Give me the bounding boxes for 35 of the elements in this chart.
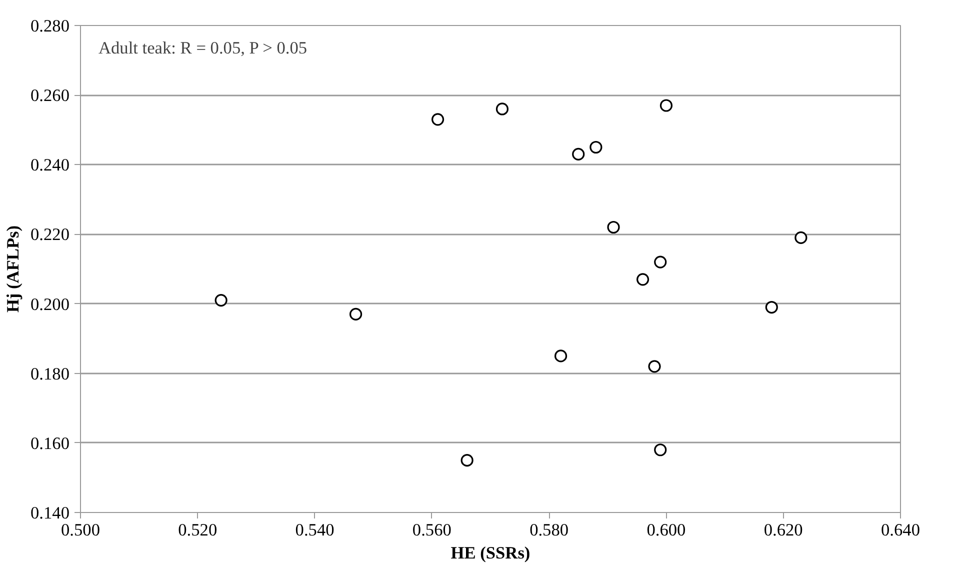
point <box>636 273 650 286</box>
point <box>607 220 620 234</box>
point <box>460 454 474 467</box>
y-tick-label: 0.240 <box>30 156 70 175</box>
y-tick-label: 0.280 <box>30 16 70 36</box>
y-tick-label: 0.160 <box>30 434 70 453</box>
x-tick-label: 0.520 <box>178 520 218 540</box>
point <box>654 444 667 456</box>
x-tick-label: 0.500 <box>61 520 100 540</box>
point <box>654 256 667 268</box>
point <box>431 113 444 126</box>
x-tick-label: 0.580 <box>530 520 569 540</box>
y-tick-label: 0.180 <box>30 364 70 384</box>
point <box>648 360 661 373</box>
point <box>590 140 602 154</box>
y-axis-title: Hj (AFLPs) <box>4 225 23 313</box>
point <box>794 231 808 244</box>
point <box>572 148 585 160</box>
y-tick-label: 0.140 <box>30 504 70 522</box>
point <box>496 102 509 116</box>
x-tick-label: 0.640 <box>881 520 920 540</box>
point <box>214 294 228 307</box>
point <box>765 300 778 314</box>
y-tick-label: 0.220 <box>30 225 70 244</box>
x-tick-label: 0.540 <box>295 520 334 540</box>
y-tick-label: 0.200 <box>30 294 70 314</box>
x-axis-title: HE (SSRs) <box>450 544 530 562</box>
x-tick-label: 0.560 <box>412 520 452 540</box>
x-tick-label: 0.600 <box>646 520 686 540</box>
point <box>349 308 362 321</box>
point <box>554 350 568 362</box>
annotation: Adult teak: R = 0.05, P > 0.05 <box>98 38 308 58</box>
y-tick-label: 0.260 <box>30 86 70 106</box>
x-tick-label: 0.620 <box>764 520 803 540</box>
point <box>660 99 673 112</box>
